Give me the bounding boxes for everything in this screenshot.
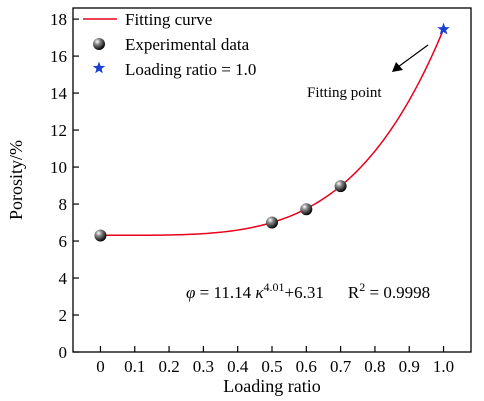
eq-r2-value: = 0.9998	[365, 283, 430, 302]
eq-exponent: 4.01	[264, 280, 285, 294]
x-tick-label: 0.1	[124, 357, 145, 376]
x-tick-label: 0.9	[399, 357, 420, 376]
fitting-point-label: Fitting point	[307, 85, 382, 101]
eq-kappa: κ	[255, 283, 264, 302]
y-tick-label: 6	[59, 232, 68, 251]
eq-r2-exp: 2	[359, 280, 365, 294]
legend-experimental-data: Experimental data	[125, 35, 250, 54]
experimental-point	[266, 216, 278, 229]
y-tick-label: 0	[59, 343, 68, 362]
y-axis-ticks: 0 2 4 6 8 10 12 14 16 18	[50, 10, 79, 362]
y-tick-label: 2	[59, 306, 68, 325]
x-tick-label: 0	[96, 357, 105, 376]
eq-part2: +6.31	[285, 283, 324, 302]
experimental-point	[300, 203, 313, 216]
x-tick-label: 0.2	[158, 357, 179, 376]
y-axis-title: Porosity/%	[6, 140, 26, 220]
y-tick-label: 10	[50, 158, 67, 177]
legend-loading-ratio: Loading ratio = 1.0	[125, 60, 256, 79]
data-points-layer	[94, 22, 450, 242]
y-tick-label: 18	[50, 10, 67, 29]
x-tick-label: 0.5	[261, 357, 282, 376]
y-tick-label: 4	[59, 269, 68, 288]
eq-part1: = 11.14	[195, 283, 255, 302]
x-tick-label: 0.8	[364, 357, 385, 376]
eq-r2-base: R	[348, 283, 360, 302]
legend-star-marker	[92, 61, 106, 74]
eq-phi: φ	[186, 283, 195, 302]
experimental-point	[94, 229, 107, 242]
fitting-point-arrow	[392, 44, 429, 72]
loading-ratio-star-point	[437, 22, 450, 35]
y-tick-label: 14	[50, 84, 68, 103]
x-tick-label: 0.6	[296, 357, 317, 376]
x-axis-title: Loading ratio	[223, 376, 320, 396]
y-tick-label: 16	[50, 47, 67, 66]
y-tick-label: 8	[59, 195, 68, 214]
experimental-point	[334, 180, 347, 193]
legend-fitting-curve: Fitting curve	[125, 10, 212, 29]
y-tick-label: 12	[50, 121, 67, 140]
x-axis-ticks: 0 0.1 0.2 0.3 0.4 0.5 0.6 0.7 0.8 0.9 1.0	[96, 346, 454, 376]
x-tick-label: 0.3	[193, 357, 214, 376]
legend: Fitting curve Experimental data Loading …	[83, 10, 256, 79]
fit-equation: φ = 11.14 κ4.01+6.31 R2 = 0.9998	[186, 280, 430, 302]
x-tick-label: 0.4	[227, 357, 249, 376]
x-tick-label: 1.0	[433, 357, 454, 376]
legend-ball-marker	[93, 38, 105, 50]
x-tick-label: 0.7	[330, 357, 352, 376]
